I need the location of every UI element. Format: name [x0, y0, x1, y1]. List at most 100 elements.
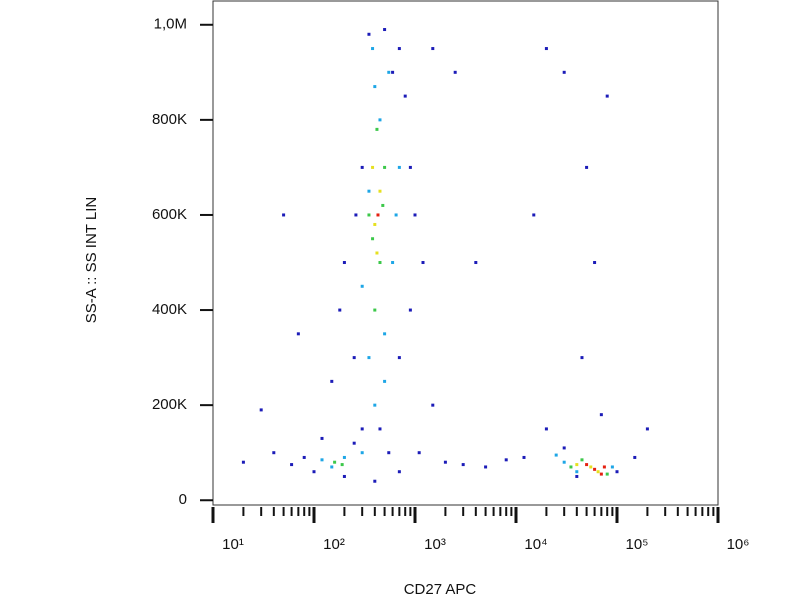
point — [290, 463, 294, 467]
point — [360, 284, 364, 288]
point — [360, 165, 364, 169]
point — [504, 458, 508, 462]
point — [376, 213, 380, 217]
point — [272, 451, 276, 455]
point — [397, 47, 401, 51]
y-tick-label: 600K — [152, 206, 187, 223]
point — [241, 460, 245, 464]
point — [342, 455, 346, 459]
point — [378, 189, 382, 193]
point — [371, 237, 375, 241]
point — [443, 460, 447, 464]
point — [403, 94, 407, 98]
point — [387, 451, 391, 455]
point — [383, 28, 387, 32]
point — [593, 261, 597, 265]
x-tick-label: 10⁵ — [626, 536, 649, 553]
point — [391, 70, 395, 74]
point — [408, 165, 412, 169]
y-tick-label: 800K — [152, 111, 187, 128]
point — [397, 165, 401, 169]
point — [375, 251, 379, 255]
point — [593, 467, 597, 471]
y-tick-label: 200K — [152, 396, 187, 413]
point — [408, 308, 412, 312]
point — [575, 474, 579, 478]
point — [575, 470, 579, 474]
point — [340, 463, 344, 467]
point — [575, 463, 579, 467]
point — [338, 308, 342, 312]
point — [378, 261, 382, 265]
plot-frame — [212, 0, 719, 506]
point — [320, 436, 324, 440]
point — [367, 213, 371, 217]
point — [431, 403, 435, 407]
point — [330, 379, 334, 383]
point — [605, 94, 609, 98]
point — [397, 470, 401, 474]
point — [373, 222, 377, 226]
point — [333, 460, 337, 464]
x-axis-label: CD27 APC — [404, 581, 477, 598]
x-tick-label: 10⁴ — [524, 536, 547, 553]
x-tick-label: 10² — [323, 536, 345, 553]
point — [354, 213, 358, 217]
point — [580, 458, 584, 462]
point — [378, 118, 382, 122]
point — [610, 465, 614, 469]
point — [394, 213, 398, 217]
point — [378, 427, 382, 431]
point — [599, 472, 603, 476]
point — [569, 465, 573, 469]
point — [596, 470, 600, 474]
point — [371, 47, 375, 51]
point — [373, 85, 377, 89]
point — [360, 451, 364, 455]
point — [453, 70, 457, 74]
point — [383, 332, 387, 336]
y-tick-label: 400K — [152, 301, 187, 318]
point — [532, 213, 536, 217]
point — [373, 403, 377, 407]
point — [413, 213, 417, 217]
point — [383, 165, 387, 169]
point — [302, 455, 306, 459]
y-tick-label: 0 — [179, 491, 187, 508]
point — [383, 379, 387, 383]
point — [367, 32, 371, 36]
point — [373, 308, 377, 312]
y-tick-label: 1,0M — [154, 16, 187, 33]
point — [296, 332, 300, 336]
y-axis-label: SS-A :: SS INT LIN — [83, 197, 100, 323]
point — [259, 408, 263, 412]
point — [461, 463, 465, 467]
point — [633, 455, 637, 459]
point — [320, 458, 324, 462]
point — [330, 465, 334, 469]
point — [585, 165, 589, 169]
point — [544, 47, 548, 51]
point — [387, 70, 391, 74]
point — [431, 47, 435, 51]
point — [282, 213, 286, 217]
point — [421, 261, 425, 265]
point — [381, 203, 385, 207]
point — [484, 465, 488, 469]
point — [599, 413, 603, 417]
point — [375, 127, 379, 131]
point — [367, 189, 371, 193]
point — [342, 474, 346, 478]
point — [562, 70, 566, 74]
point — [580, 356, 584, 360]
point — [602, 465, 606, 469]
point — [367, 356, 371, 360]
point — [605, 472, 609, 476]
point — [615, 470, 619, 474]
point — [522, 455, 526, 459]
point — [342, 261, 346, 265]
point — [373, 479, 377, 483]
point — [360, 427, 364, 431]
point — [352, 441, 356, 445]
